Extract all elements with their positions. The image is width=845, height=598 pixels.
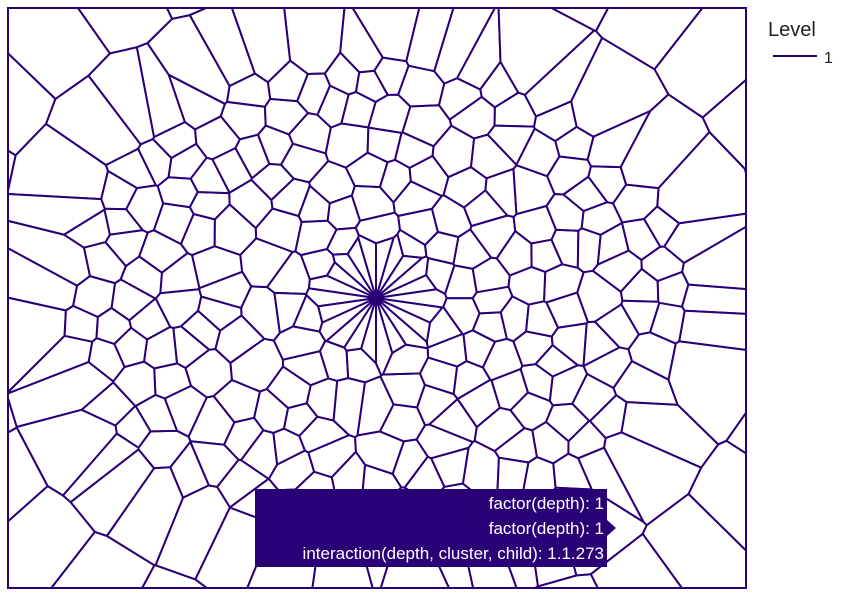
tooltip-arrow <box>607 520 616 536</box>
voronoi-cell[interactable] <box>103 207 144 236</box>
tooltip-line-interaction: interaction(depth, cluster, child): 1.1.… <box>302 544 604 563</box>
voronoi-cell[interactable] <box>471 285 514 315</box>
voronoi-cell[interactable] <box>229 0 292 84</box>
voronoi-cell[interactable] <box>687 439 787 590</box>
legend-title: Level <box>768 19 816 41</box>
voronoi-cell[interactable] <box>375 255 430 299</box>
voronoi-cell[interactable] <box>763 335 786 396</box>
voronoi-cell[interactable] <box>375 274 438 299</box>
voronoi-cell[interactable] <box>213 203 258 256</box>
voronoi-cell[interactable] <box>250 163 295 201</box>
voronoi-cell[interactable] <box>296 72 331 116</box>
legend-entry-label: 1 <box>824 50 833 67</box>
voronoi-cell[interactable] <box>152 202 195 245</box>
voronoi-cell[interactable] <box>744 147 786 223</box>
voronoi-cell[interactable] <box>497 0 596 96</box>
voronoi-cell[interactable] <box>430 446 470 488</box>
voronoi-cell[interactable] <box>356 375 395 437</box>
voronoi-cells[interactable] <box>0 0 786 598</box>
voronoi-cell[interactable] <box>0 0 111 100</box>
tooltip-line-depth-repeat: factor(depth): 1 <box>488 519 604 538</box>
voronoi-cell[interactable] <box>433 0 498 85</box>
voronoi-cell[interactable] <box>189 156 231 195</box>
voronoi-cell[interactable] <box>339 0 384 74</box>
voronoi-cell[interactable] <box>154 288 203 329</box>
voronoi-cell[interactable] <box>463 189 509 227</box>
voronoi-cell[interactable] <box>0 485 96 598</box>
voronoi-cell[interactable] <box>344 151 389 188</box>
voronoi-cell[interactable] <box>326 194 361 231</box>
voronoi-cell[interactable] <box>761 215 786 277</box>
voronoi-cell[interactable] <box>681 219 779 291</box>
voronoi-cell[interactable] <box>534 344 579 378</box>
voronoi-cell[interactable] <box>552 452 593 491</box>
voronoi-cell[interactable] <box>452 360 492 400</box>
voronoi-cell[interactable] <box>63 304 99 343</box>
voronoi-cell[interactable] <box>620 299 661 336</box>
voronoi-cell[interactable] <box>283 402 319 437</box>
voronoi-cell[interactable] <box>121 564 220 598</box>
voronoi-cell[interactable] <box>591 249 643 293</box>
voronoi-cell[interactable] <box>516 573 618 598</box>
voronoi-cell[interactable] <box>305 287 377 308</box>
voronoi-cell[interactable] <box>678 309 773 353</box>
tooltip-line-depth: factor(depth): 1 <box>488 494 604 513</box>
voronoi-cell[interactable] <box>473 406 526 452</box>
voronoi-cell[interactable] <box>595 0 734 71</box>
panel-border <box>7 7 747 589</box>
voronoi-cell[interactable] <box>148 0 235 20</box>
voronoi-cell[interactable] <box>663 212 758 264</box>
voronoi-cell[interactable] <box>340 91 377 129</box>
voronoi-cell[interactable] <box>394 131 435 169</box>
legend: Level 1 <box>768 19 833 67</box>
voronoi-cell[interactable] <box>525 300 559 338</box>
voronoi-cell[interactable] <box>273 291 308 334</box>
voronoi-cell[interactable] <box>7 334 94 395</box>
voronoi-cell[interactable] <box>0 15 57 157</box>
voronoi-cell[interactable] <box>545 193 585 232</box>
voronoi-cell[interactable] <box>0 375 18 456</box>
voronoi-cell[interactable] <box>546 155 592 196</box>
voronoi-cell[interactable] <box>50 0 174 55</box>
voronoi-cell[interactable] <box>113 326 149 368</box>
voronoi-cell[interactable] <box>701 45 786 170</box>
voronoi-cell[interactable] <box>772 277 786 338</box>
hover-tooltip: factor(depth): 1 factor(depth): 1 intera… <box>255 489 607 567</box>
voronoi-cell[interactable] <box>582 320 621 367</box>
voronoi-cell[interactable] <box>20 530 156 598</box>
voronoi-cell[interactable] <box>189 440 240 488</box>
voronoi-cell[interactable] <box>318 297 377 342</box>
